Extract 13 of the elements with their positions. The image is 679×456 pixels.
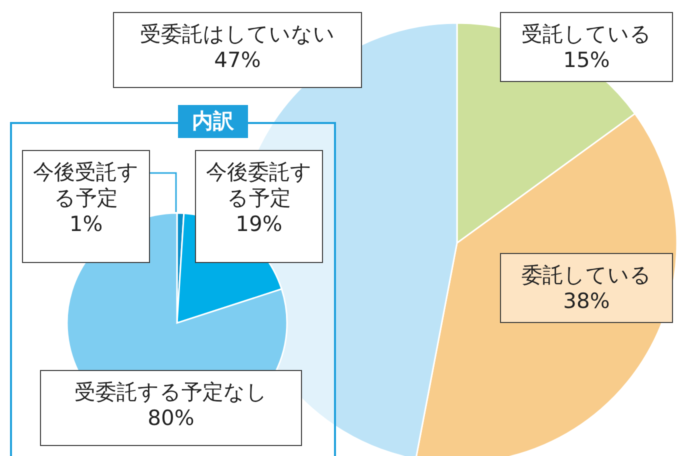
slice-label: 受委託する予定なし [74, 379, 268, 405]
slice-label: 今後受託する予定 [33, 159, 139, 211]
data-label: 1% [68, 211, 104, 237]
slice-label: 委託している [520, 262, 652, 288]
data-label: 47% [213, 47, 262, 73]
slice-label: 今後委託する予定 [206, 159, 312, 211]
chart-title: 内訳 [178, 105, 248, 138]
slice-label: 受託している [520, 21, 652, 47]
slice-label: 受委託はしていない [139, 21, 336, 47]
data-label: 15% [562, 47, 611, 73]
data-label: 19% [234, 211, 284, 237]
data-label: 80% [146, 405, 196, 431]
data-label: 38% [562, 288, 611, 314]
